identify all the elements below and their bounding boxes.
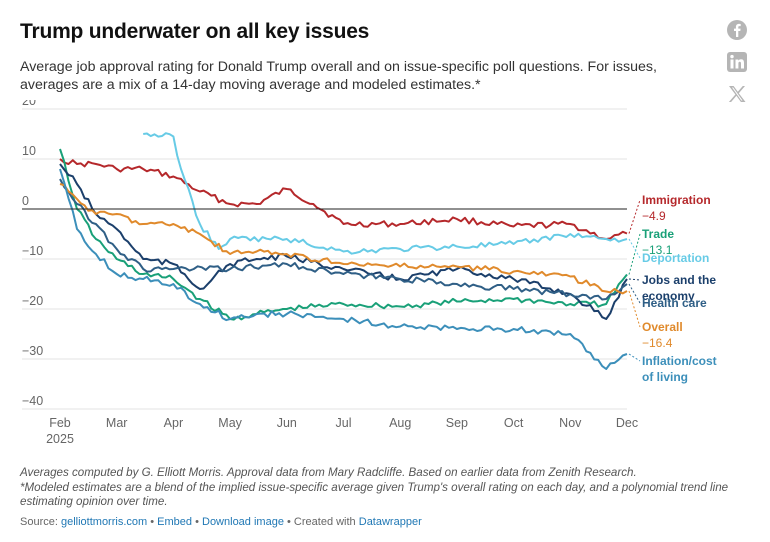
- series-value-label: −4.9: [642, 209, 666, 223]
- notes-line-1: Averages computed by G. Elliott Morris. …: [20, 466, 637, 479]
- series-label: Immigration: [642, 193, 711, 207]
- y-tick-label: −30: [22, 344, 43, 358]
- series-label: Jobs and the: [642, 273, 716, 287]
- x-tick-label: Oct: [504, 416, 524, 430]
- x-tick-label: Mar: [106, 416, 128, 430]
- source-line: Source: gelliottmorris.com • Embed • Dow…: [20, 516, 422, 528]
- x-tick-label: Apr: [164, 416, 183, 430]
- series-label: Trade: [642, 227, 674, 241]
- series-label: Deportation: [642, 251, 709, 265]
- series-label: economy: [642, 289, 695, 303]
- x-year-label: 2025: [46, 432, 74, 445]
- linkedin-icon[interactable]: [726, 51, 748, 73]
- y-tick-label: −40: [22, 394, 43, 408]
- x-tick-label: Nov: [559, 416, 582, 430]
- label-connector: [628, 283, 641, 304]
- x-tick-label: Jun: [277, 416, 297, 430]
- series-value-label: −16.4: [642, 336, 673, 350]
- label-connector: [628, 233, 641, 275]
- series-line-inflation-cost-of-living: [59, 168, 628, 370]
- series-value-label: −13.1: [642, 243, 673, 257]
- series-line-overall: [59, 183, 628, 295]
- y-tick-label: −20: [22, 294, 43, 308]
- series-label: Health care: [642, 296, 707, 310]
- series-label: Overall: [642, 320, 683, 334]
- label-connector: [628, 353, 641, 362]
- x-icon[interactable]: [726, 83, 748, 105]
- y-tick-label: −10: [22, 244, 43, 258]
- y-tick-label: 0: [22, 194, 29, 208]
- footnotes: Averages computed by G. Elliott Morris. …: [20, 466, 750, 510]
- created-with-label: Created with: [293, 516, 356, 528]
- facebook-icon[interactable]: [726, 19, 748, 41]
- embed-link[interactable]: Embed: [157, 516, 193, 528]
- series-line-jobs-and-the-economy: [59, 163, 628, 320]
- series-line-deportation: [143, 132, 628, 255]
- x-tick-label: Jul: [336, 416, 352, 430]
- source-label: Source:: [20, 516, 58, 528]
- chart-title: Trump underwater on all key issues: [20, 20, 370, 43]
- series-label: Inflation/cost: [642, 354, 717, 368]
- download-image-link[interactable]: Download image: [202, 516, 284, 528]
- series-line-immigration: [59, 158, 628, 240]
- x-tick-label: May: [218, 416, 242, 430]
- y-tick-label: 20: [22, 100, 36, 108]
- chart-subtitle: Average job approval rating for Donald T…: [20, 59, 657, 93]
- datawrapper-link[interactable]: Datawrapper: [358, 516, 422, 528]
- label-connector: [628, 290, 641, 328]
- x-tick-label: Feb: [49, 416, 71, 430]
- x-tick-label: Sep: [446, 416, 468, 430]
- source-link[interactable]: gelliottmorris.com: [60, 516, 148, 528]
- separator: •: [287, 516, 291, 528]
- series-line-health-care: [59, 178, 628, 301]
- x-tick-label: Dec: [616, 416, 638, 430]
- series-label: of living: [642, 370, 688, 384]
- label-connector: [628, 199, 641, 234]
- x-tick-label: Aug: [389, 416, 411, 430]
- series-line-trade: [59, 148, 628, 321]
- label-connector: [628, 278, 641, 281]
- notes-line-2: *Modeled estimates are a blend of the im…: [20, 480, 729, 509]
- y-tick-label: 10: [22, 144, 36, 158]
- separator: •: [195, 516, 199, 528]
- line-chart: 20 10 0 −10 −20 −30 −40 Feb Mar Apr May Jun Jul Aug Se…: [22, 100, 717, 445]
- separator: •: [150, 516, 155, 528]
